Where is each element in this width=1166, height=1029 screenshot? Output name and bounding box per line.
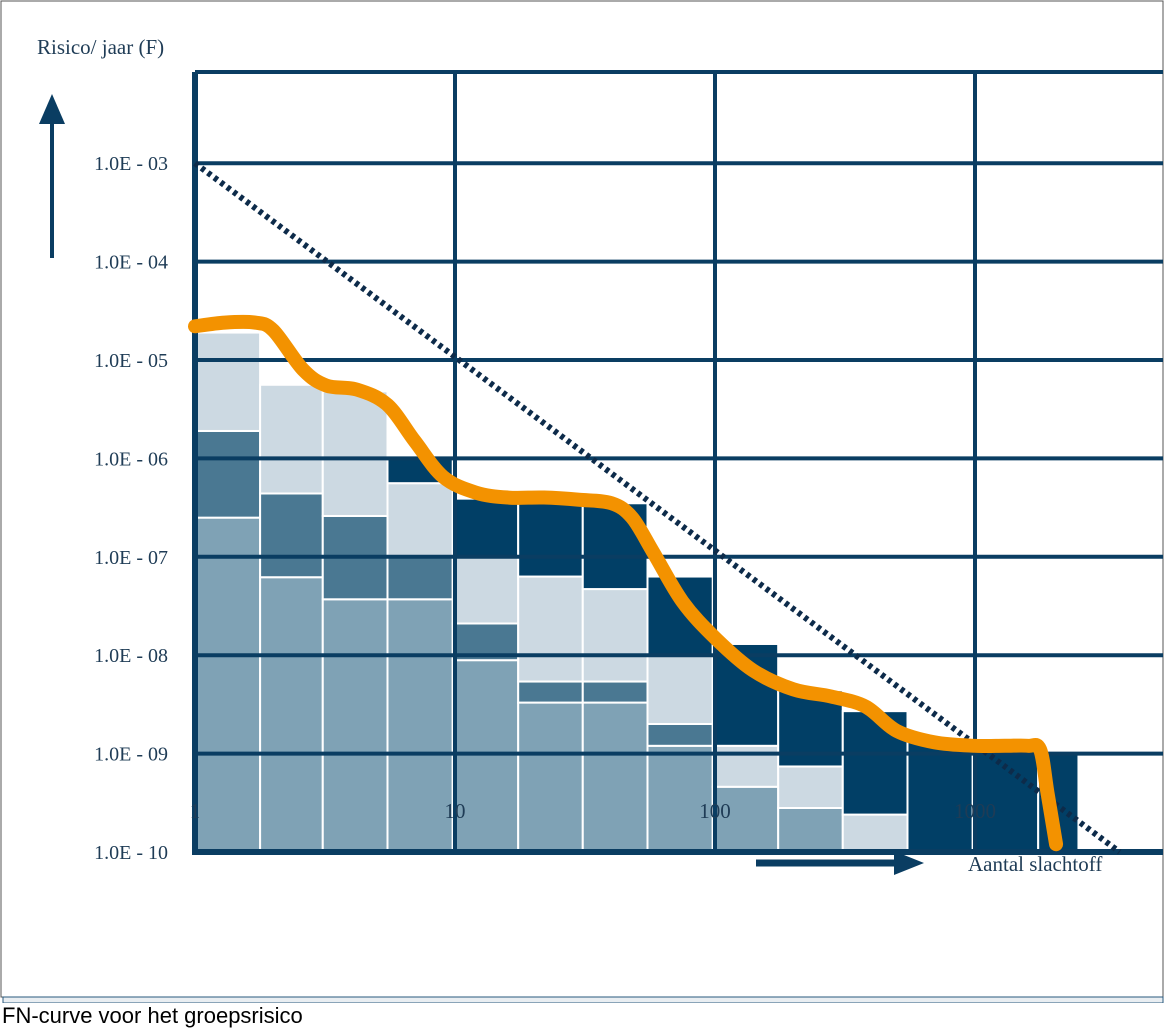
x-tick-label-2: 10 xyxy=(445,799,466,823)
bars-layer xyxy=(195,333,1078,852)
bar-segment-light-4 xyxy=(387,483,452,557)
chart-caption: FN-curve voor het groepsrisico xyxy=(2,1003,1162,1029)
bar-segment-light-8 xyxy=(647,655,712,724)
bar-segment-light-6 xyxy=(518,577,583,682)
bar-segment-light-3 xyxy=(323,391,388,516)
bar-segment-light-10 xyxy=(778,766,843,808)
bar-segment-bottom-1 xyxy=(195,518,260,852)
fn-chart: 1.0E - 03 1.0E - 04 1.0E - 05 1.0E - 06 1.0E… xyxy=(0,0,1166,1003)
y-tick-label-4: 1.0E - 06 xyxy=(94,448,168,470)
bar-segment-mid-2 xyxy=(260,493,323,577)
bar-segment-bottom-7 xyxy=(583,703,648,852)
bar-segment-mid-7 xyxy=(583,682,648,703)
y-tick-label-6: 1.0E - 08 xyxy=(94,645,168,667)
y-tick-label-1: 1.0E - 03 xyxy=(94,153,168,175)
bar-segment-light-2 xyxy=(260,385,323,494)
y-tick-label-7: 1.0E - 09 xyxy=(94,744,168,766)
bar-segment-bottom-2 xyxy=(260,577,323,852)
y-tick-label-5: 1.0E - 07 xyxy=(94,547,168,569)
y-tick-label-8: 1.0E - 10 xyxy=(94,842,168,864)
bar-segment-bottom-6 xyxy=(518,703,583,852)
bar-segment-bottom-3 xyxy=(323,599,388,852)
bar-segment-light-5 xyxy=(453,557,518,624)
y-tick-label-3: 1.0E - 05 xyxy=(94,350,168,372)
bar-segment-light-1 xyxy=(195,333,260,431)
x-axis-title: Aantal slachtoff xyxy=(968,852,1102,876)
bar-segment-top-12 xyxy=(907,739,972,852)
x-tick-label-4: 1000 xyxy=(954,799,996,823)
y-tick-label-2: 1.0E - 04 xyxy=(94,252,168,274)
x-tick-label-1: 1 xyxy=(190,799,201,823)
bar-segment-light-11 xyxy=(843,815,908,852)
bar-segment-light-7 xyxy=(583,589,648,681)
bar-segment-mid-1 xyxy=(195,431,260,518)
bar-segment-bottom-10 xyxy=(778,808,843,852)
bar-segment-mid-4 xyxy=(387,557,452,599)
bar-segment-bottom-5 xyxy=(453,660,518,852)
x-tick-label-3: 100 xyxy=(699,799,731,823)
y-axis-title: Risico/ jaar (F) xyxy=(37,35,164,59)
bar-segment-bottom-4 xyxy=(387,599,452,852)
bar-segment-top-6 xyxy=(518,503,583,576)
y-axis-arrow-icon xyxy=(39,94,65,124)
bar-segment-top-5 xyxy=(453,499,518,557)
bar-segment-mid-8 xyxy=(647,724,712,746)
bar-segment-mid-6 xyxy=(518,682,583,703)
